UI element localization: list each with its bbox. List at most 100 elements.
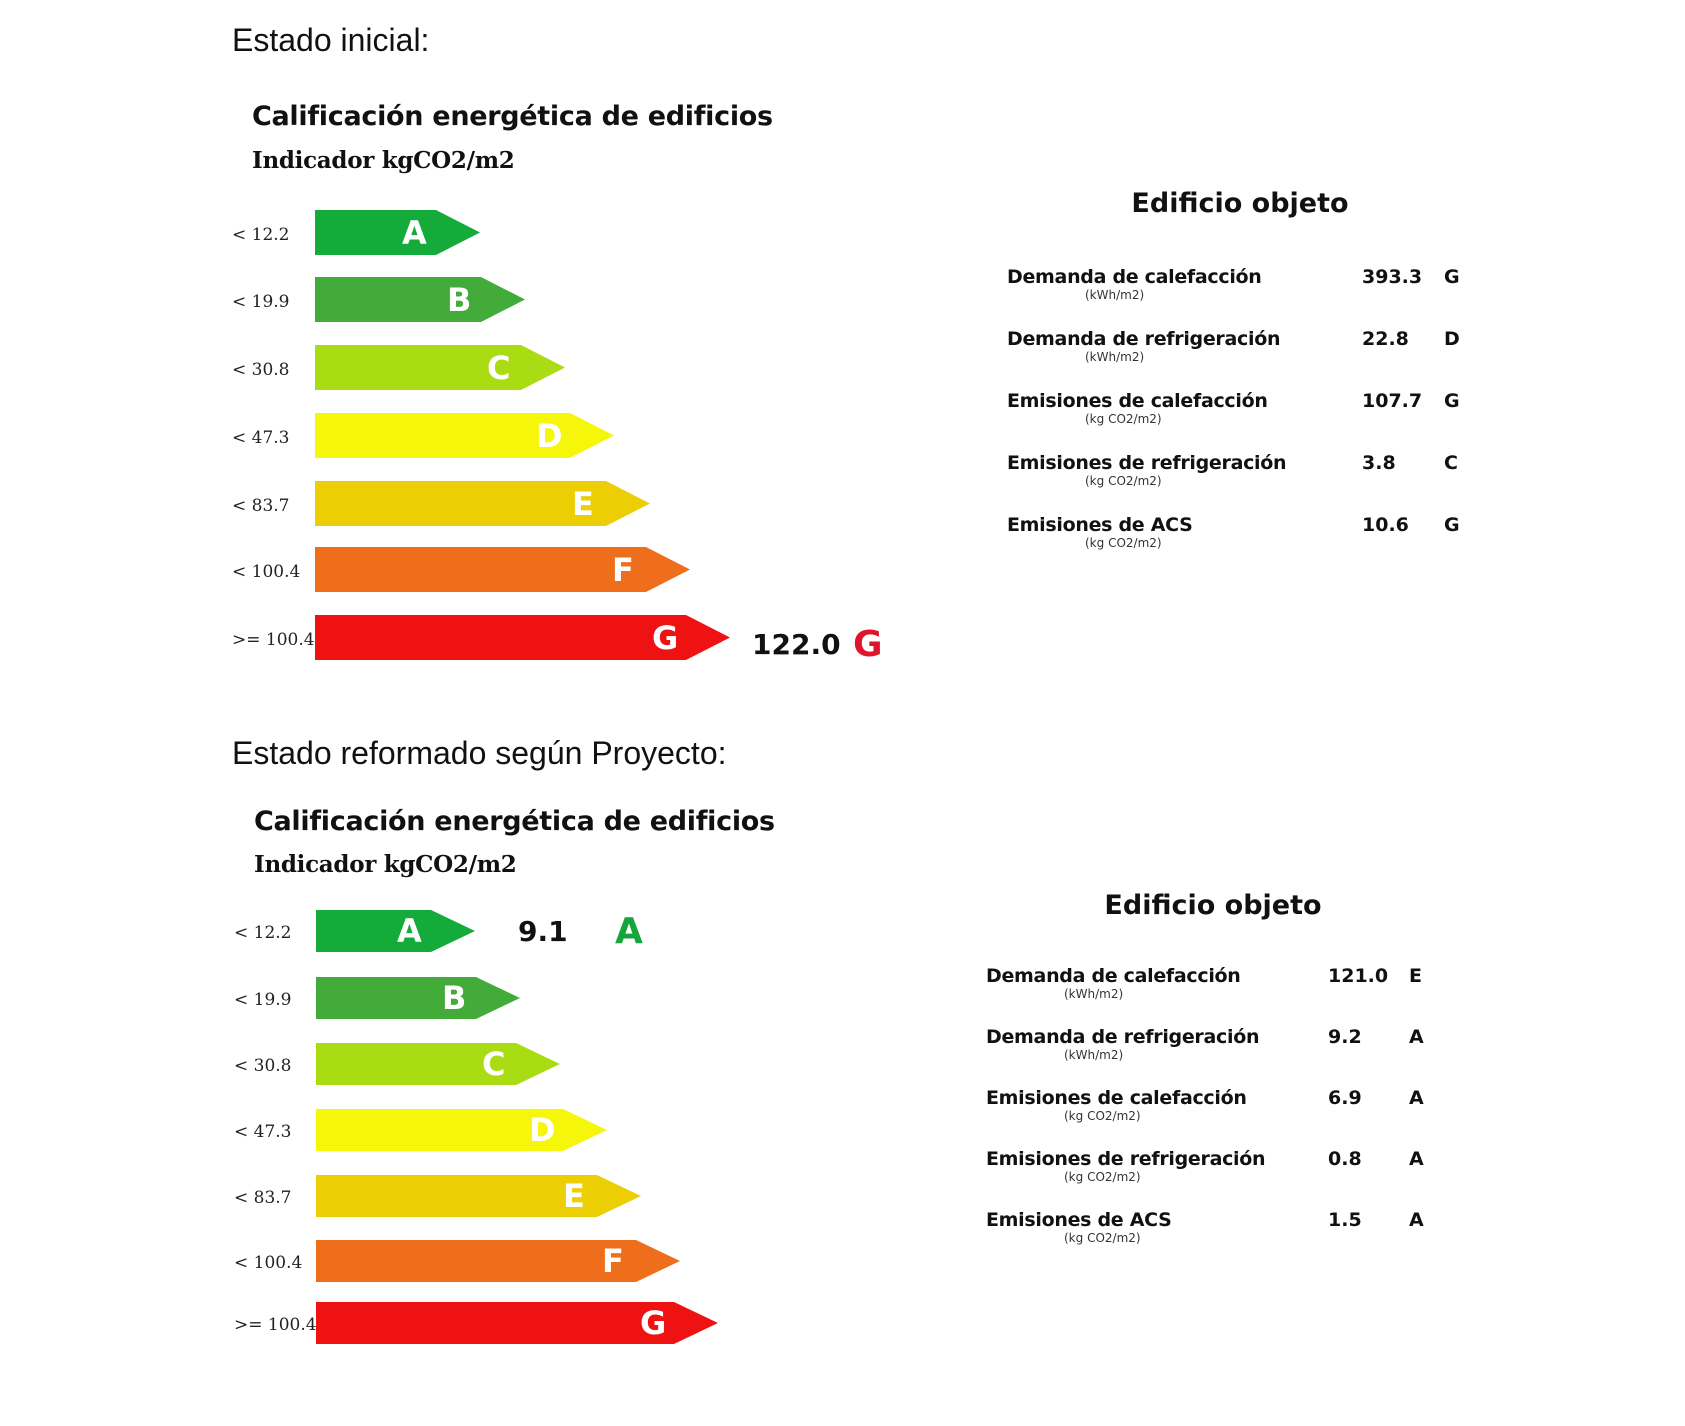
objeto-row-label: Demanda de calefacción xyxy=(986,965,1241,987)
arrow-shape-icon xyxy=(316,977,520,1019)
arrow-shape-icon xyxy=(316,1240,680,1282)
objeto-row-rating: G xyxy=(1444,266,1460,288)
objeto-row-label: Emisiones de refrigeración xyxy=(986,1148,1266,1170)
arrow-shape-icon xyxy=(315,345,565,390)
rating-bar-c: C xyxy=(315,345,565,390)
objeto-row-rating: A xyxy=(1409,1026,1424,1048)
arrow-shape-icon xyxy=(316,1043,560,1085)
chart-title: Calificación energética de edificios xyxy=(252,101,773,132)
arrow-shape-icon xyxy=(315,615,730,660)
chart-subtitle: Indicador kgCO2/m2 xyxy=(252,147,515,174)
objeto-row-value: 1.5 xyxy=(1328,1209,1362,1231)
range-label: < 30.8 xyxy=(234,1056,292,1076)
range-label: < 100.4 xyxy=(234,1253,303,1273)
arrow-shape-icon xyxy=(316,1302,718,1344)
objeto-row-unit: (kWh/m2) xyxy=(1085,350,1145,364)
range-label: < 83.7 xyxy=(234,1188,292,1208)
objeto-row-rating: A xyxy=(1409,1087,1424,1109)
objeto-row-rating: A xyxy=(1409,1148,1424,1170)
objeto-row-rating: C xyxy=(1444,452,1458,474)
section-heading: Estado inicial: xyxy=(232,22,430,58)
range-label: < 19.9 xyxy=(232,291,290,312)
objeto-row-label: Emisiones de calefacción xyxy=(1007,390,1268,412)
objeto-row-label: Emisiones de calefacción xyxy=(986,1087,1247,1109)
range-label: >= 100.4 xyxy=(232,629,315,650)
rating-bar-b: B xyxy=(316,977,520,1019)
rating-bar-letter: C xyxy=(487,348,511,387)
objeto-row-unit: (kg CO2/m2) xyxy=(1085,536,1162,550)
rating-bar-letter: E xyxy=(572,484,594,523)
chart-title: Calificación energética de edificios xyxy=(254,806,775,837)
objeto-row-label: Emisiones de refrigeración xyxy=(1007,452,1287,474)
rating-bar-a: A xyxy=(315,210,480,255)
objeto-row-rating: A xyxy=(1409,1209,1424,1231)
objeto-row-unit: (kg CO2/m2) xyxy=(1064,1170,1141,1184)
objeto-row-unit: (kWh/m2) xyxy=(1064,987,1124,1001)
objeto-row-value: 0.8 xyxy=(1328,1148,1362,1170)
rating-bar-e: E xyxy=(316,1175,641,1217)
rating-bar-c: C xyxy=(316,1043,560,1085)
range-label: < 100.4 xyxy=(232,561,301,582)
score-value: 122.0 xyxy=(752,628,841,661)
objeto-row-label: Demanda de refrigeración xyxy=(986,1026,1260,1048)
objeto-row-unit: (kg CO2/m2) xyxy=(1085,412,1162,426)
rating-bar-g: G xyxy=(315,615,730,660)
rating-bar-letter: F xyxy=(602,1242,624,1280)
rating-bar-letter: G xyxy=(652,618,679,657)
score-value: 9.1 xyxy=(518,915,568,948)
objeto-row-unit: (kWh/m2) xyxy=(1085,288,1145,302)
range-label: < 47.3 xyxy=(234,1122,292,1142)
range-label: < 30.8 xyxy=(232,359,290,380)
edificio-objeto-title: Edificio objeto xyxy=(1104,890,1322,921)
edificio-objeto-title: Edificio objeto xyxy=(1131,188,1349,219)
rating-bar-letter: F xyxy=(612,550,634,589)
objeto-row-value: 6.9 xyxy=(1328,1087,1362,1109)
range-label: < 47.3 xyxy=(232,427,290,448)
rating-bar-letter: D xyxy=(536,416,563,455)
rating-bar-letter: A xyxy=(397,912,422,950)
objeto-row-rating: D xyxy=(1444,328,1460,350)
rating-bar-letter: E xyxy=(563,1177,585,1215)
rating-bar-letter: A xyxy=(402,213,427,252)
section-heading: Estado reformado según Proyecto: xyxy=(232,735,727,771)
range-label: < 12.2 xyxy=(234,923,292,943)
rating-bar-letter: B xyxy=(447,280,472,319)
objeto-row-value: 121.0 xyxy=(1328,965,1389,987)
objeto-row-unit: (kg CO2/m2) xyxy=(1085,474,1162,488)
objeto-row-value: 393.3 xyxy=(1362,266,1423,288)
arrow-shape-icon xyxy=(315,481,650,526)
objeto-row-unit: (kWh/m2) xyxy=(1064,1048,1124,1062)
rating-bar-letter: G xyxy=(640,1304,667,1342)
objeto-row-value: 3.8 xyxy=(1362,452,1396,474)
rating-bar-letter: C xyxy=(482,1045,506,1083)
objeto-row-rating: G xyxy=(1444,514,1460,536)
objeto-row-label: Emisiones de ACS xyxy=(1007,514,1193,536)
objeto-row-rating: E xyxy=(1409,965,1422,987)
objeto-row-rating: G xyxy=(1444,390,1460,412)
rating-bar-a: A xyxy=(316,910,475,952)
rating-bar-d: D xyxy=(315,413,614,458)
arrow-shape-icon xyxy=(315,277,525,322)
objeto-row-unit: (kg CO2/m2) xyxy=(1064,1231,1141,1245)
rating-bar-f: F xyxy=(315,547,690,592)
objeto-row-value: 22.8 xyxy=(1362,328,1409,350)
objeto-row-label: Demanda de calefacción xyxy=(1007,266,1262,288)
range-label: < 83.7 xyxy=(232,495,290,516)
score-letter: G xyxy=(853,624,883,665)
range-label: < 12.2 xyxy=(232,224,290,245)
rating-bar-letter: B xyxy=(442,979,467,1017)
arrow-shape-icon xyxy=(316,1109,607,1151)
chart-subtitle: Indicador kgCO2/m2 xyxy=(254,851,517,878)
rating-bar-g: G xyxy=(316,1302,718,1344)
arrow-shape-icon xyxy=(315,210,480,255)
arrow-shape-icon xyxy=(316,910,475,952)
arrow-shape-icon xyxy=(315,413,614,458)
arrow-shape-icon xyxy=(316,1175,641,1217)
rating-bar-b: B xyxy=(315,277,525,322)
rating-bar-f: F xyxy=(316,1240,680,1282)
objeto-row-label: Emisiones de ACS xyxy=(986,1209,1172,1231)
arrow-shape-icon xyxy=(315,547,690,592)
range-label: < 19.9 xyxy=(234,990,292,1010)
rating-bar-d: D xyxy=(316,1109,607,1151)
objeto-row-value: 9.2 xyxy=(1328,1026,1362,1048)
